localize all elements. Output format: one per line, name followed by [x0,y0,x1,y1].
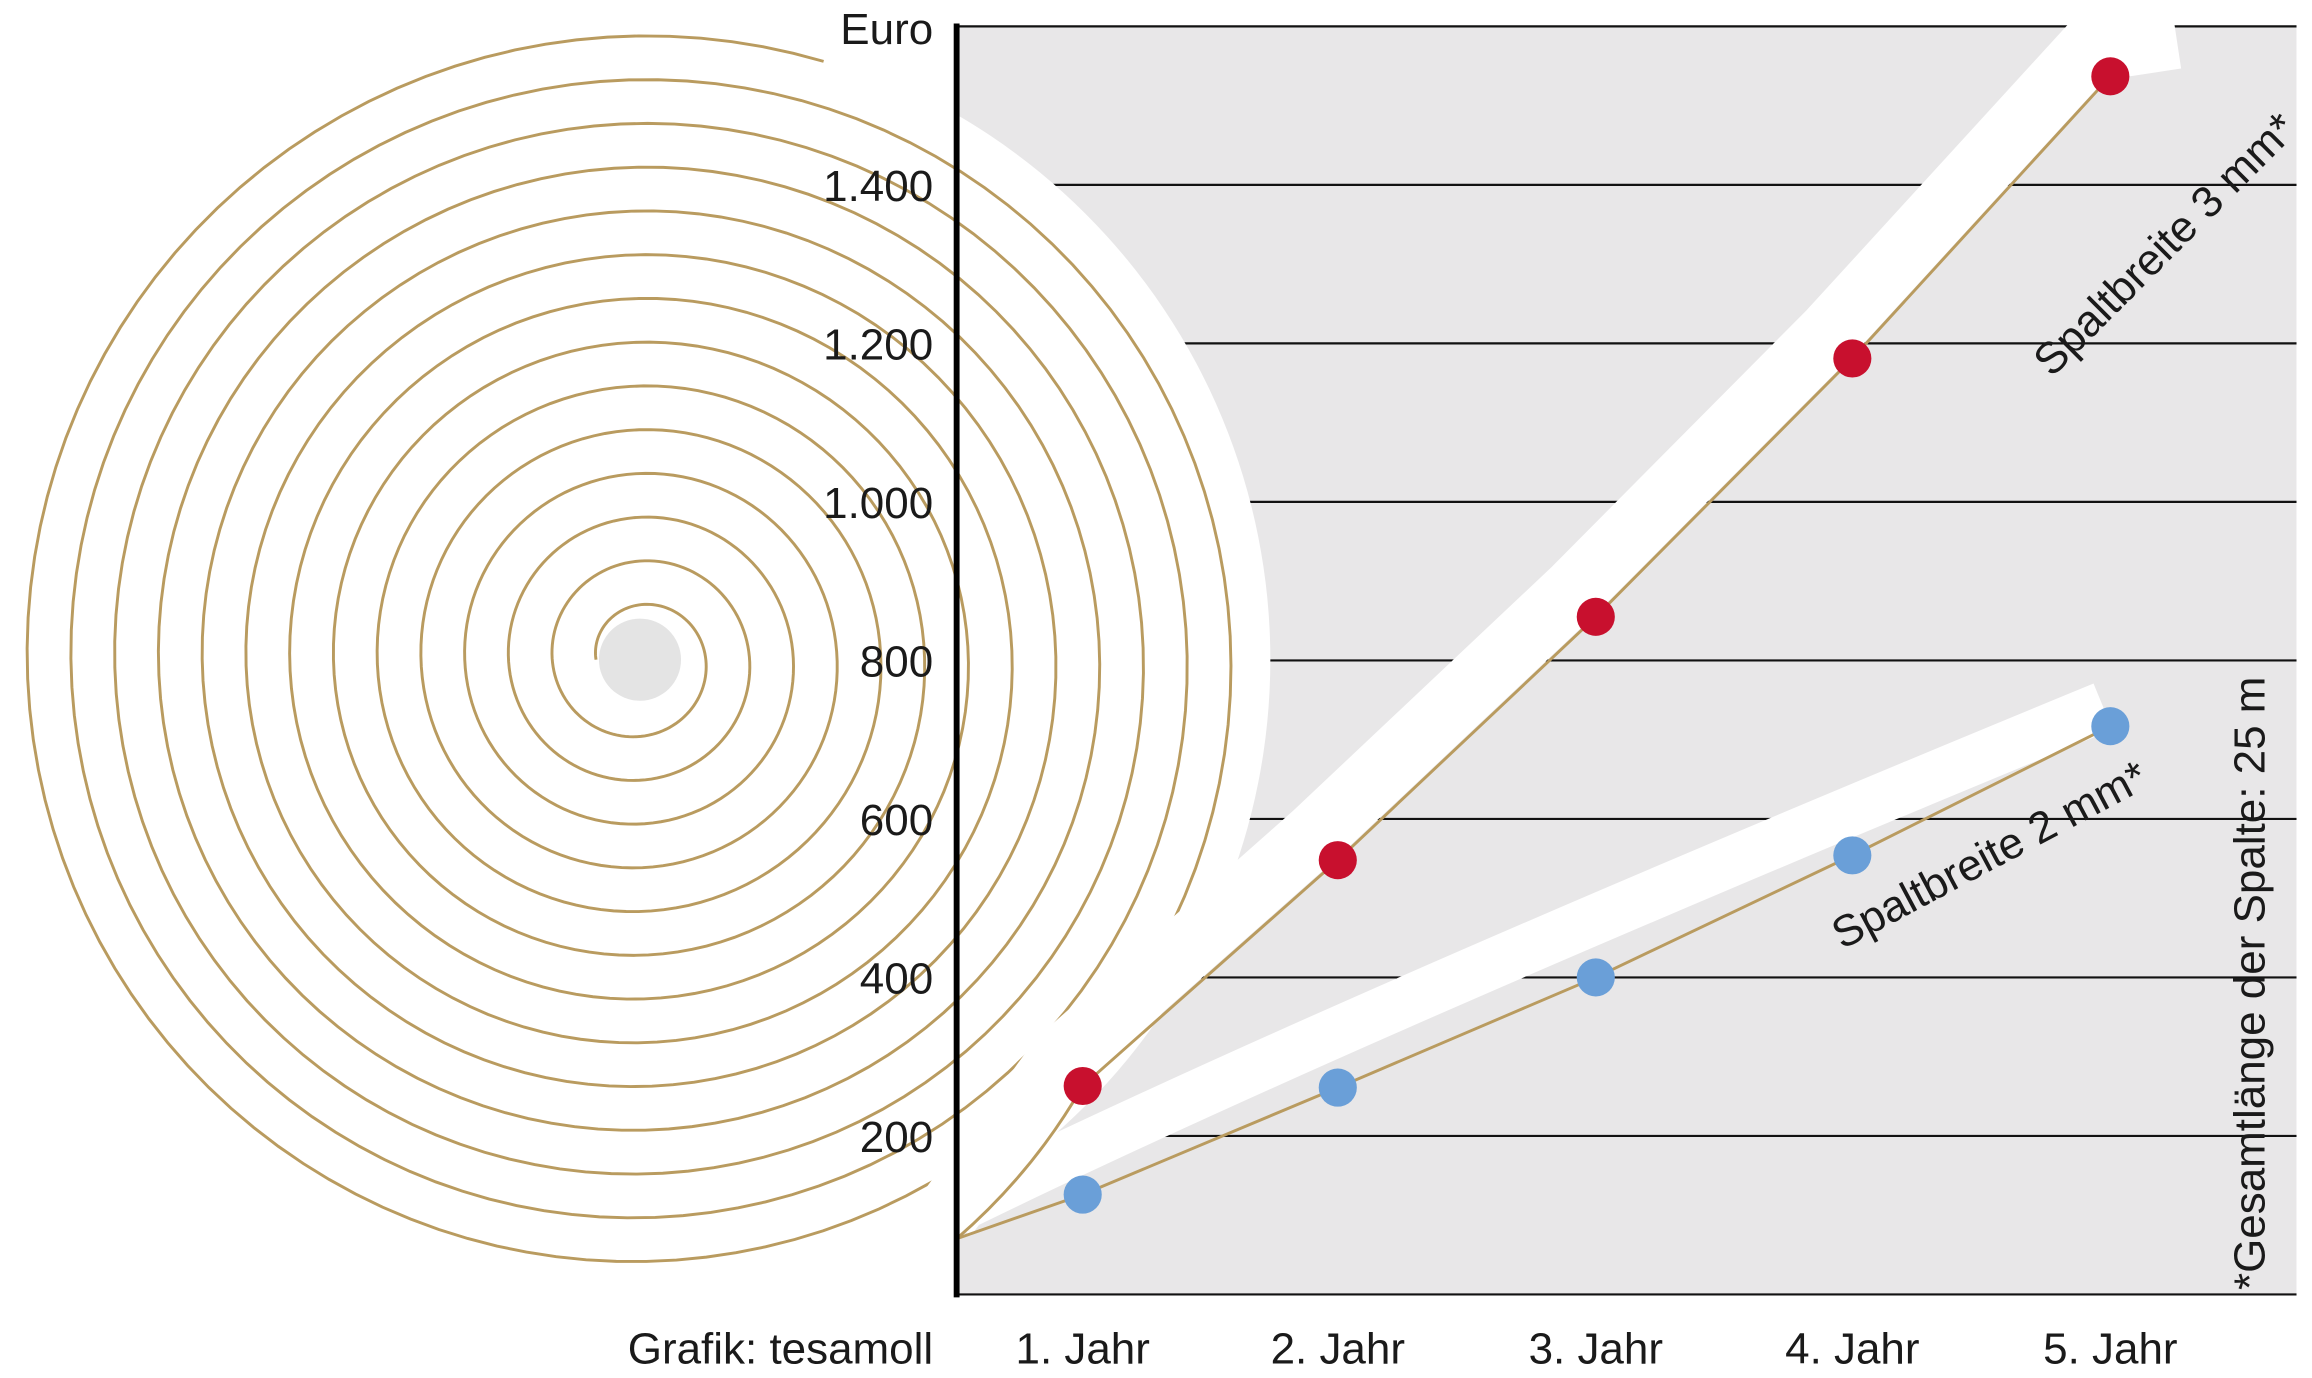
data-point-3mm [1833,339,1872,378]
data-point-2mm [1833,836,1872,875]
data-point-2mm [1318,1068,1357,1107]
spiral-core [598,618,682,701]
line-2mm [956,724,2111,1241]
spiral-line [25,34,1233,1263]
y-tick-label: 400 [860,955,933,1004]
footnote: *Gesamtlänge der Spalte: 25 m [2225,677,2274,1290]
data-point-3mm [2091,57,2130,96]
y-tick-label: 800 [860,638,933,687]
band-3mm [918,4,2182,1236]
band-2mm [933,683,2113,1237]
y-tick-label: 1.200 [823,321,933,370]
y-tick-label: 600 [860,796,933,845]
data-point-2mm [2091,707,2130,746]
x-tick-label: 3. Jahr [1529,1324,1663,1373]
y-axis-label: Euro [840,5,933,54]
x-tick-label: 2. Jahr [1271,1324,1405,1373]
y-tick-label: 1.400 [823,162,933,211]
x-tick-label: 5. Jahr [2043,1324,2177,1373]
y-tick-label: 200 [860,1113,933,1162]
data-point-3mm [1576,597,1615,636]
line-3mm [955,75,2112,1240]
x-tick-label: 4. Jahr [1785,1324,1919,1373]
credit: Grafik: tesamoll [628,1324,933,1373]
data-point-2mm [1063,1175,1102,1214]
data-point-3mm [1063,1066,1102,1106]
y-tick-label: 1.000 [823,479,933,528]
data-point-3mm [1318,841,1357,880]
data-point-2mm [1576,958,1615,997]
x-tick-label: 1. Jahr [1015,1324,1149,1373]
